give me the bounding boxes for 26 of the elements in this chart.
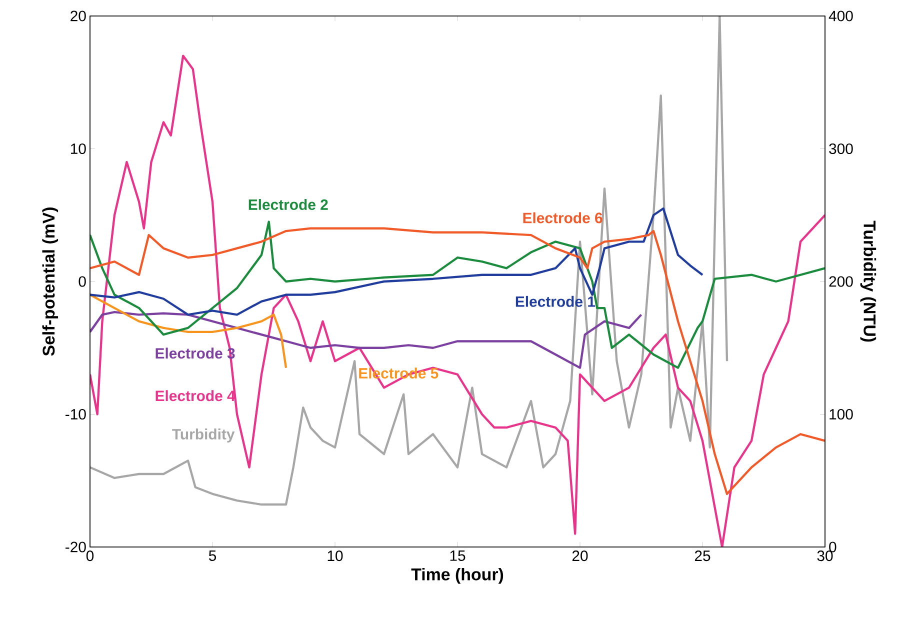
y-tick-label: 20 bbox=[70, 10, 86, 22]
y2-tick-label: 300 bbox=[829, 143, 853, 154]
y2-tick-label: 0 bbox=[829, 542, 836, 552]
line-series bbox=[90, 294, 288, 369]
x-tick-label: 25 bbox=[694, 550, 710, 562]
x-axis-title: Time (hour) bbox=[411, 568, 504, 584]
y-tick-label: 0 bbox=[78, 276, 86, 287]
series-label: Turbidity bbox=[172, 428, 235, 442]
x-tick-label: 15 bbox=[450, 550, 466, 561]
x-tick-label: 5 bbox=[208, 550, 216, 561]
x-tick-label: 30 bbox=[817, 550, 833, 562]
y-tick-label: -20 bbox=[66, 542, 86, 552]
y2-tick-label: 400 bbox=[828, 10, 853, 22]
y-axis-title: Self-potential (mV) bbox=[42, 208, 58, 356]
x-tick-label: 0 bbox=[86, 550, 94, 562]
y2-axis-title: Turbidity (NTU) bbox=[860, 220, 876, 342]
series-label: Electrode 2 bbox=[248, 199, 328, 210]
y2-tick-label: 200 bbox=[829, 276, 853, 287]
series-label: Electrode 1 bbox=[516, 296, 596, 307]
series-label: Electrode 6 bbox=[523, 212, 602, 224]
y-tick-label: 10 bbox=[71, 143, 86, 154]
line-series bbox=[90, 16, 728, 506]
y2-tick-label: 100 bbox=[830, 408, 853, 420]
y-tick-label: -10 bbox=[66, 408, 86, 420]
x-tick-label: 10 bbox=[328, 550, 343, 562]
x-tick-label: 20 bbox=[572, 550, 588, 562]
